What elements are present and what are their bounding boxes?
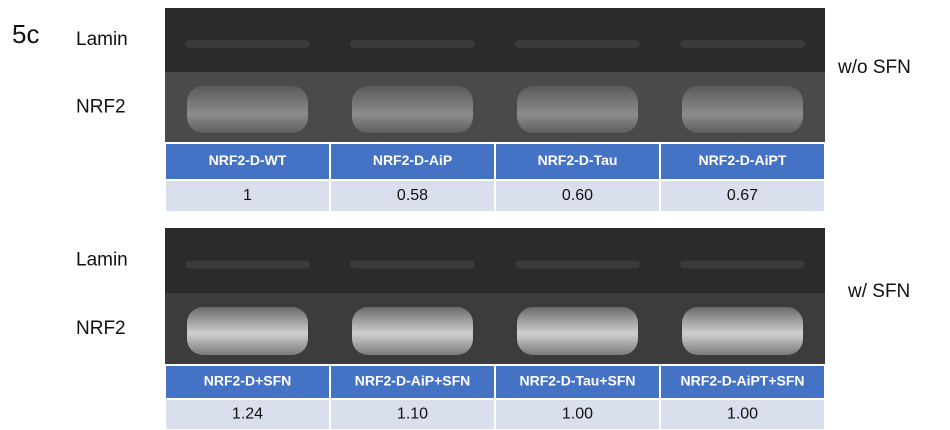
panel-label: 5c bbox=[12, 19, 39, 49]
nrf2-band bbox=[682, 86, 803, 133]
row-label: NRF2 bbox=[76, 318, 126, 339]
value-text: 0.60 bbox=[562, 187, 593, 204]
header-text: NRF2-D+SFN bbox=[204, 373, 292, 389]
header-text: NRF2-D-AiP bbox=[373, 152, 452, 168]
nrf2-band bbox=[352, 307, 473, 355]
condition-label: w/o SFN bbox=[837, 57, 911, 78]
nrf2-band bbox=[682, 307, 803, 355]
lamin-band bbox=[680, 261, 805, 269]
header-text: NRF2-D-AiPT+SFN bbox=[680, 373, 804, 389]
header-text: NRF2-D-Tau bbox=[538, 152, 618, 168]
nrf2-band bbox=[352, 86, 473, 133]
value-text: 1.10 bbox=[397, 406, 428, 423]
value-text: 1.00 bbox=[727, 406, 758, 423]
lamin-band bbox=[515, 261, 640, 269]
nrf2-band bbox=[187, 307, 308, 355]
nrf2-band bbox=[517, 86, 638, 133]
value-text: 1.24 bbox=[232, 406, 263, 423]
lamin-band bbox=[680, 40, 805, 48]
value-text: 0.58 bbox=[397, 187, 428, 204]
nrf2-band bbox=[187, 86, 308, 133]
header-text: NRF2-D-AiPT bbox=[699, 152, 787, 168]
lamin-band bbox=[185, 40, 310, 48]
header-text: NRF2-D-AiP+SFN bbox=[355, 373, 471, 389]
header-text: NRF2-D-WT bbox=[209, 152, 287, 168]
value-text: 1.00 bbox=[562, 406, 593, 423]
lamin-band bbox=[350, 261, 475, 269]
row-label: NRF2 bbox=[76, 97, 126, 118]
condition-label: w/ SFN bbox=[847, 281, 910, 302]
nrf2-band bbox=[517, 307, 638, 355]
row-label: Lamin bbox=[76, 250, 128, 271]
lamin-band bbox=[185, 261, 310, 269]
header-text: NRF2-D-Tau+SFN bbox=[519, 373, 635, 389]
lamin-band bbox=[515, 40, 640, 48]
value-text: 1 bbox=[243, 187, 252, 204]
lamin-band bbox=[350, 40, 475, 48]
row-label: Lamin bbox=[76, 29, 128, 50]
figure: 5c Lamin NRF2 w/o SFN NRF2-D-WT 1 NRF2-D-AiP 0… bbox=[0, 0, 950, 430]
value-text: 0.67 bbox=[727, 187, 758, 204]
